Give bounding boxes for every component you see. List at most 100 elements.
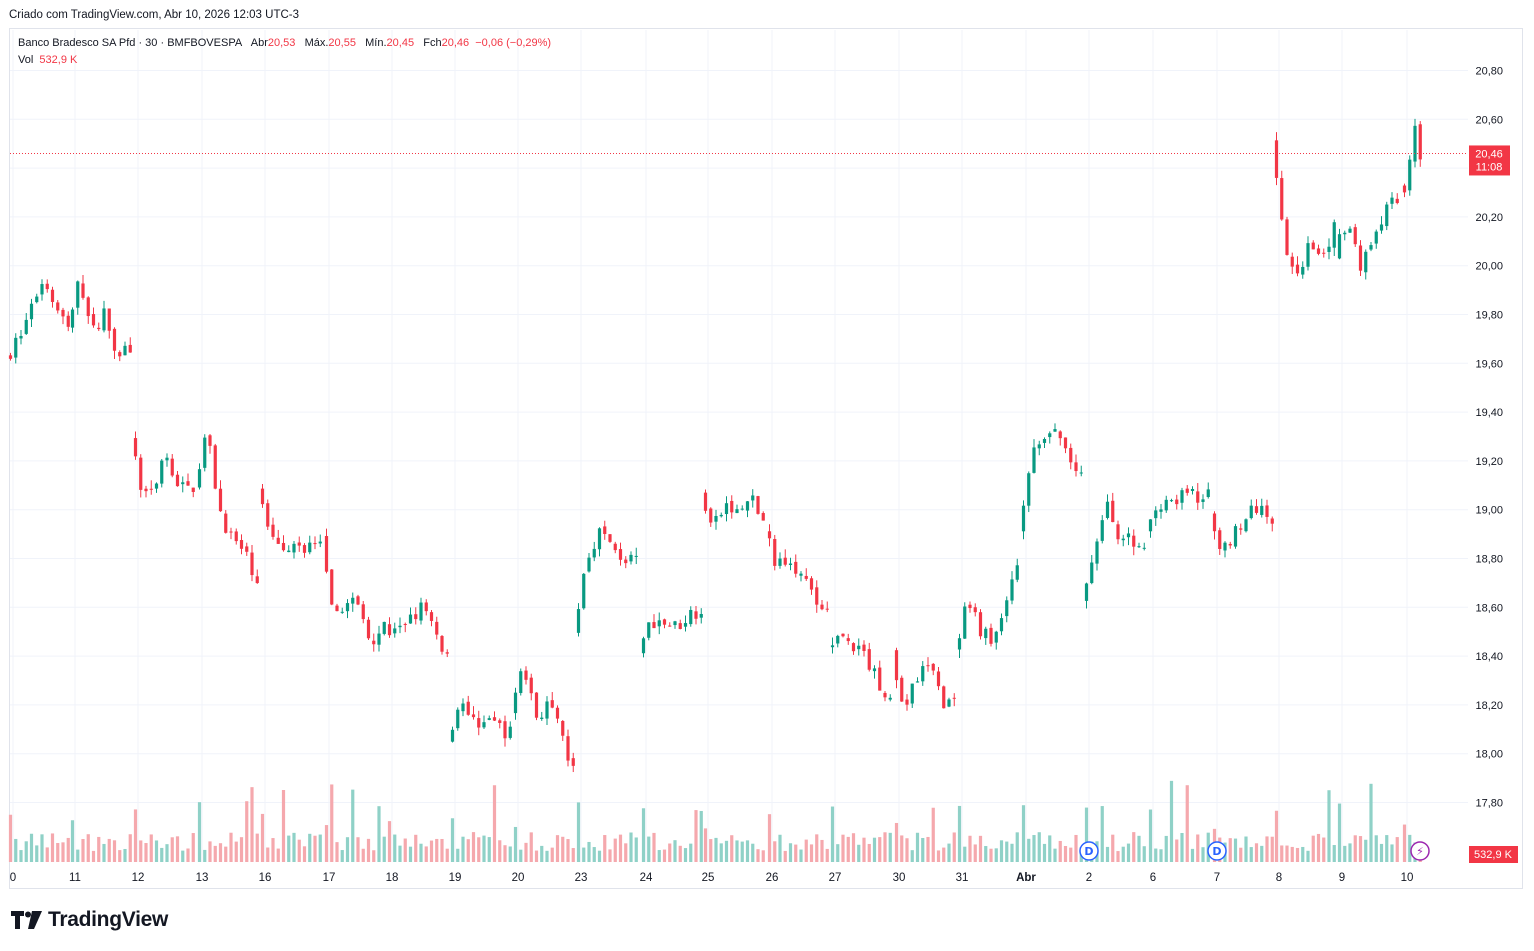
candle-body — [703, 492, 708, 511]
candle-body — [1408, 159, 1412, 191]
candle — [1280, 170, 1284, 221]
candle — [566, 729, 570, 767]
candle-body — [545, 701, 549, 719]
volume-bar — [1010, 843, 1014, 862]
candle — [1327, 238, 1331, 260]
candle — [947, 697, 951, 708]
candle-body — [56, 302, 60, 311]
volume-bar — [1132, 832, 1136, 862]
candle-body — [461, 703, 465, 712]
volume-bar — [905, 838, 909, 862]
candle-body — [1369, 245, 1373, 250]
candle-body — [492, 717, 497, 721]
tradingview-footer[interactable]: TradingView — [11, 908, 168, 932]
volume-bar — [56, 842, 60, 862]
volume-bar — [224, 846, 228, 862]
candle-body — [440, 636, 444, 652]
candle — [24, 313, 28, 335]
candle-body — [335, 605, 339, 612]
volume-bar — [160, 847, 164, 862]
volume-bar — [513, 826, 518, 862]
candle — [1121, 534, 1125, 547]
candle-body — [1164, 499, 1168, 511]
volume-bar — [1316, 833, 1321, 862]
price-tick-label: 20,20 — [1475, 212, 1503, 224]
volume-bar — [86, 834, 90, 862]
legend-vol-label[interactable]: Vol — [18, 54, 34, 66]
volume-bar — [751, 843, 755, 862]
candle-body — [292, 543, 296, 553]
volume-bar — [613, 838, 617, 862]
candle — [387, 617, 392, 638]
candle-body — [809, 578, 814, 590]
candle-body — [647, 622, 651, 638]
time-tick-label: 26 — [766, 872, 779, 884]
candle — [1244, 518, 1248, 533]
candle — [936, 666, 941, 691]
candle-body — [1295, 264, 1300, 274]
volume-bar — [461, 836, 465, 862]
candle — [335, 603, 339, 612]
volume-bar — [883, 832, 887, 862]
candle-body — [794, 561, 798, 574]
candle-body — [1285, 219, 1289, 255]
candle-body — [915, 681, 920, 683]
volume-bar — [942, 847, 946, 862]
candle — [97, 322, 101, 332]
volume-bar — [498, 840, 502, 862]
candle-body — [576, 609, 581, 633]
candle — [471, 706, 476, 720]
candle-body — [366, 619, 371, 639]
volume-bar — [534, 850, 539, 862]
candle — [883, 691, 887, 702]
candle — [1105, 494, 1110, 520]
volume-bar — [1053, 848, 1057, 862]
chart-legend: Banco Bradesco SA Pfd · 30 · BMFBOVESPA … — [18, 35, 551, 69]
candle-body — [435, 621, 439, 635]
candle — [820, 600, 824, 611]
candle — [1332, 219, 1336, 257]
candle-body — [1074, 462, 1078, 472]
candle — [867, 642, 871, 672]
candle-body — [1301, 266, 1305, 275]
candle — [245, 542, 249, 556]
volume-bar — [1295, 847, 1300, 862]
volume-bar — [133, 809, 138, 862]
candle — [767, 524, 772, 547]
volume-bar — [1379, 843, 1384, 862]
candle-body — [730, 500, 734, 513]
candle-body — [724, 503, 729, 515]
last-price-tag — [1469, 145, 1510, 176]
volume-bar — [561, 836, 565, 862]
volume-bar — [608, 849, 612, 862]
candle-body — [952, 697, 956, 699]
volume-bar — [1048, 835, 1052, 862]
volume-bar — [466, 839, 470, 862]
time-tick-label: 23 — [575, 872, 588, 884]
volume-bar — [910, 850, 914, 862]
price-tick-label: 18,80 — [1475, 554, 1503, 566]
candle-body — [529, 677, 533, 694]
volume-tag — [1469, 846, 1518, 863]
time-axis: 0 11 12 13 16 17 18 19 20 23 24 25 26 27 30 31 Abr 2 6 7 8 9 1… — [10, 872, 1414, 884]
marker-glyph: ⚡ — [1416, 845, 1424, 858]
candle-body — [1223, 542, 1227, 551]
candle-body — [1348, 228, 1352, 233]
candle — [1379, 216, 1384, 234]
volume-bar — [1169, 780, 1174, 862]
volume-bar — [107, 838, 111, 862]
candle — [652, 614, 656, 629]
legend-symbol[interactable]: Banco Bradesco SA Pfd · 30 · BMFBOVESPA — [18, 37, 243, 49]
volume-bar — [435, 838, 439, 862]
volume-bar — [1164, 835, 1168, 862]
candle-body — [1095, 541, 1099, 564]
volume-bar — [175, 836, 180, 862]
candle — [477, 710, 481, 736]
candle — [1306, 236, 1310, 271]
candle-body — [555, 707, 560, 719]
price-tick-label: 19,60 — [1475, 358, 1503, 370]
candle-body — [408, 614, 413, 624]
volume-bar — [1369, 783, 1373, 862]
candle — [229, 527, 233, 540]
